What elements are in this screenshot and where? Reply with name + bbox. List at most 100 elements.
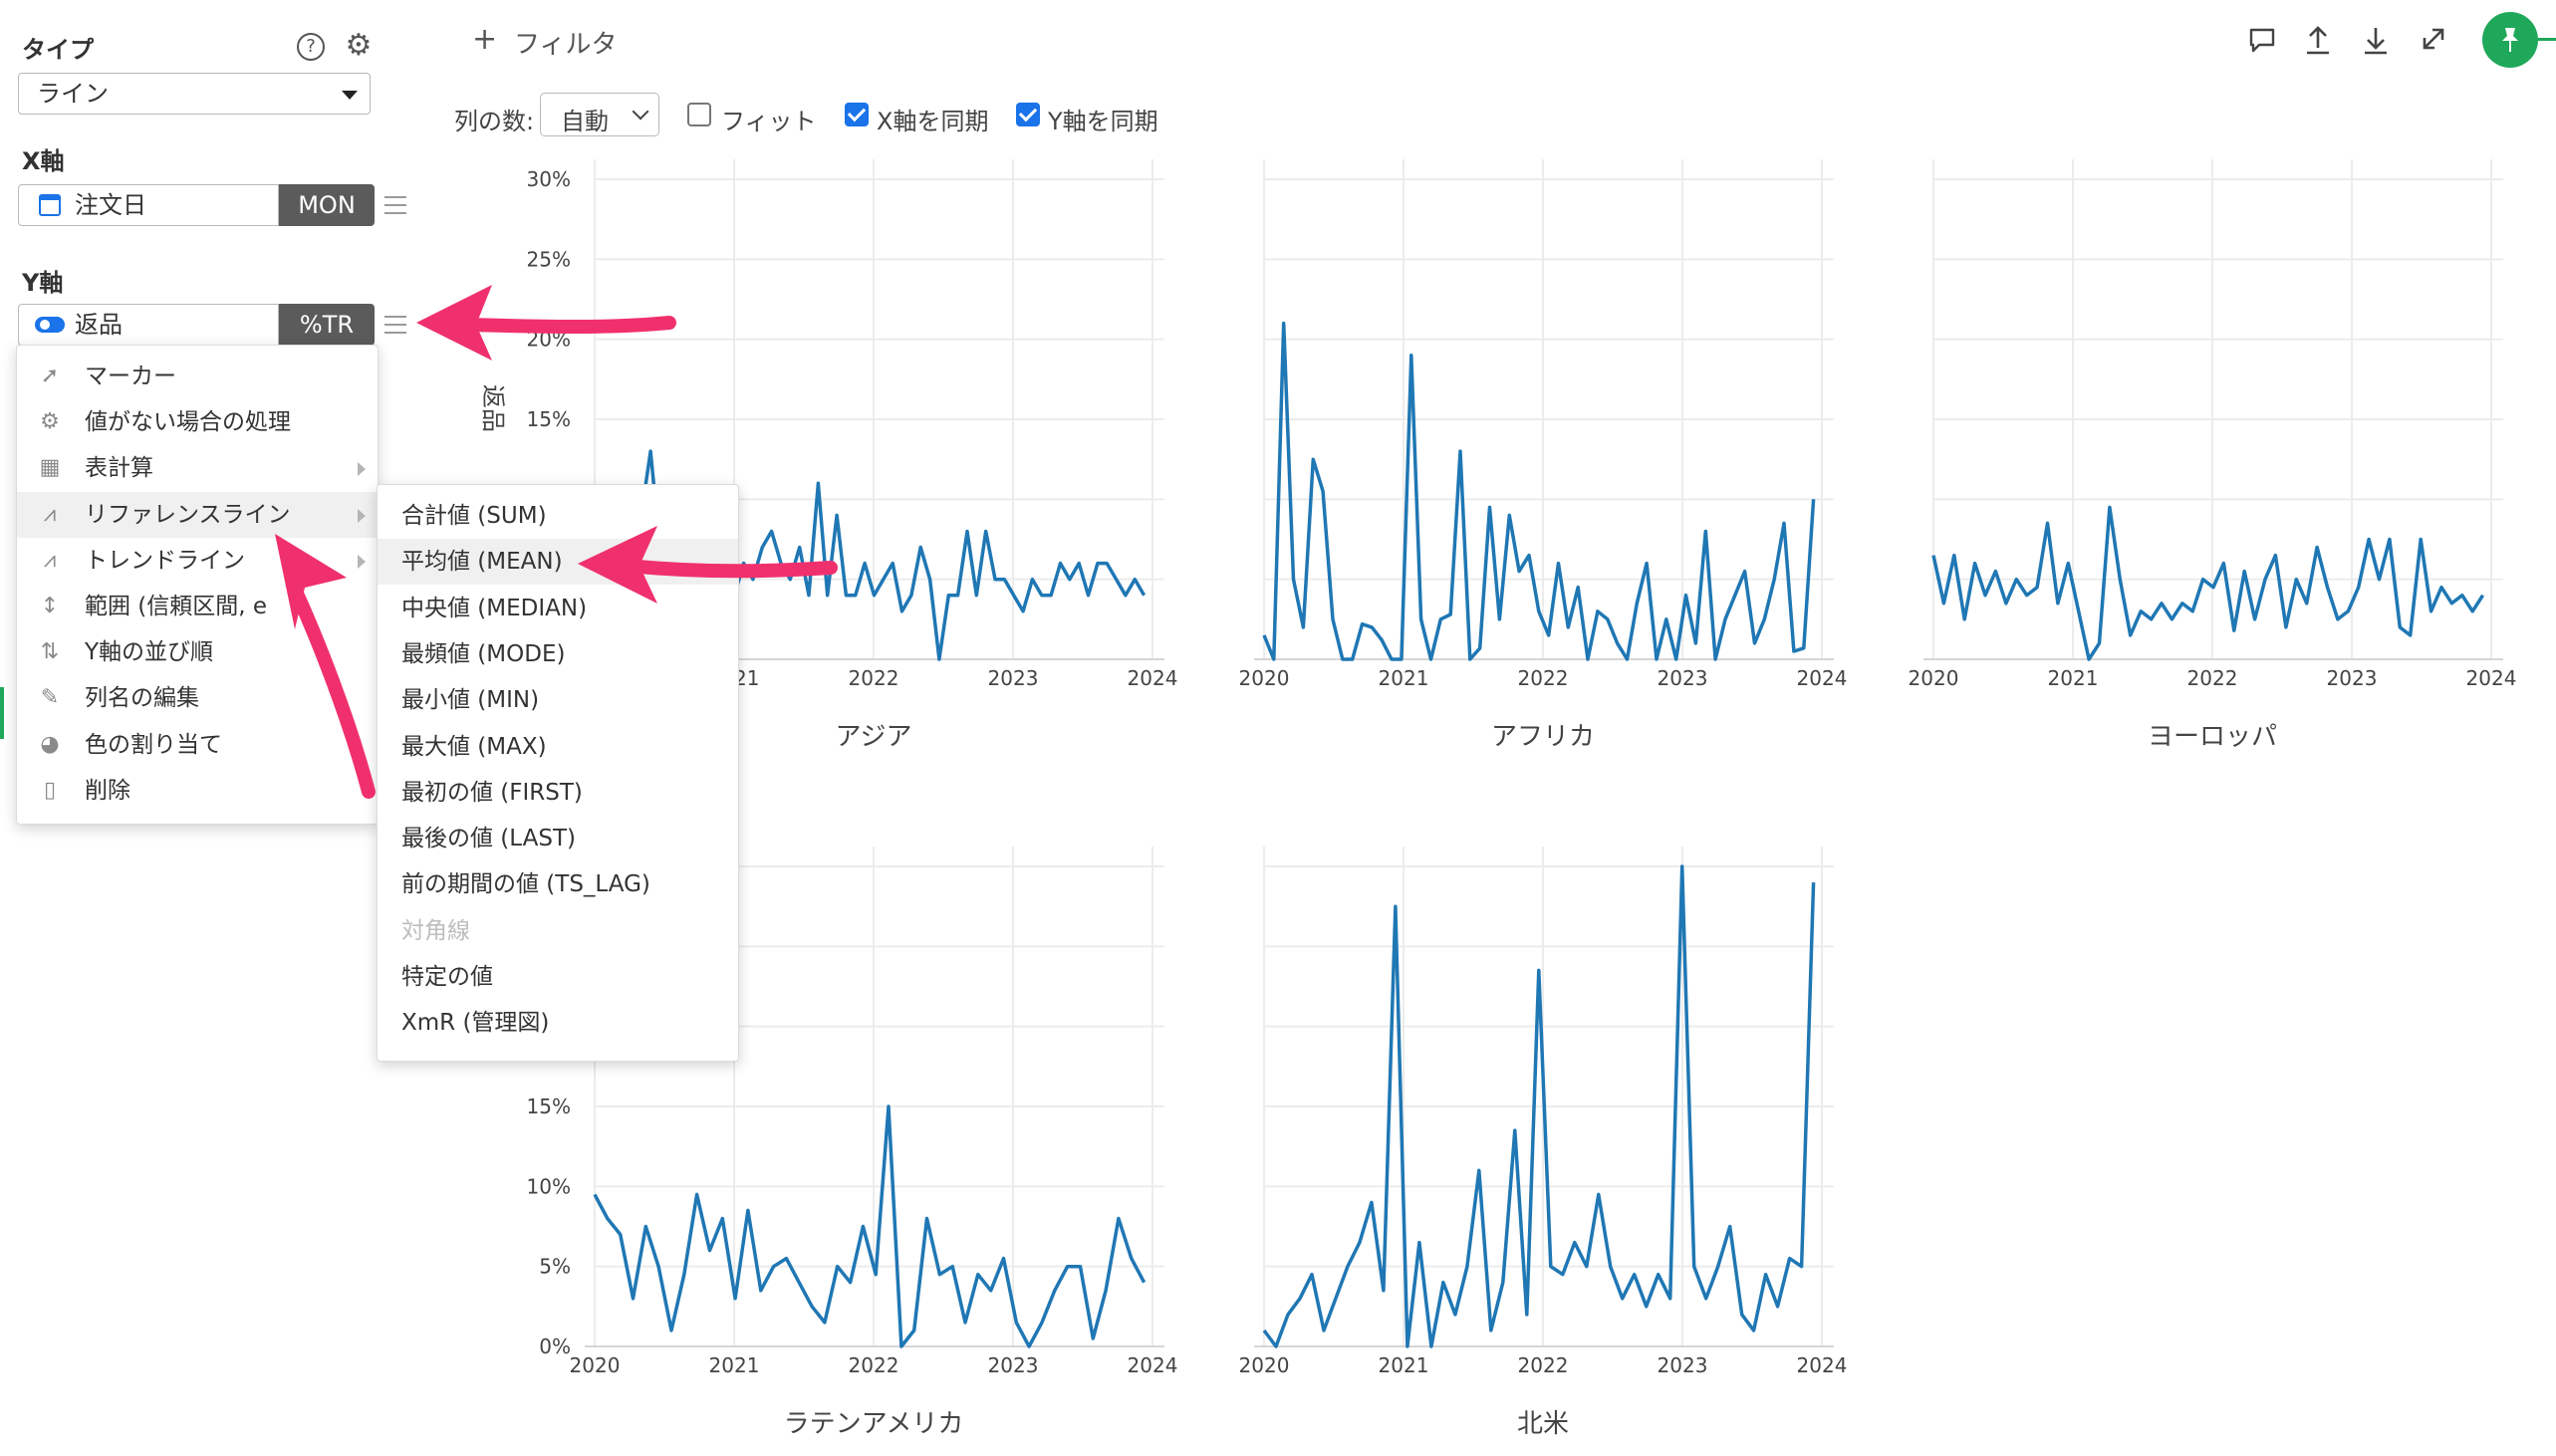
y-axis-field-name: 返品 [75, 311, 123, 339]
series-line [1931, 505, 2485, 661]
menu-item-label: 削除 [85, 777, 130, 804]
submenu-item[interactable]: XmR (管理図) [401, 1010, 550, 1037]
submenu-item[interactable]: 特定の値 [401, 964, 493, 990]
x-tick-label: 2023 [1658, 1353, 1708, 1377]
x-tick-label: 2023 [988, 666, 1039, 690]
menu-item[interactable]: ⚙ 値がない場合の処理 [17, 399, 378, 445]
x-axis-menu-icon[interactable] [384, 196, 406, 216]
submenu-item[interactable]: 最初の値 (FIRST) [401, 779, 583, 806]
submenu-item[interactable]: 最頻値 (MODE) [401, 640, 566, 667]
x-tick-label: 2024 [1797, 666, 1848, 690]
chart-panel: 2020 2021 2022 2023 2024 北米 [1239, 847, 1848, 1439]
menu-item-label: リファレンスライン [85, 501, 291, 528]
table-icon: ▦ [39, 455, 61, 481]
download-icon[interactable] [2361, 24, 2391, 56]
chart-title: アジア [836, 722, 912, 752]
y-axis-label: Y軸 [22, 269, 64, 297]
submenu-item[interactable]: 最後の値 (LAST) [401, 826, 576, 852]
gear-icon[interactable]: ⚙ [345, 28, 373, 63]
x-axis-label: X軸 [22, 147, 65, 175]
calendar-icon [39, 194, 61, 216]
chevron-down-icon [342, 91, 358, 100]
menu-item-label: 範囲 (信頼区間, e [85, 594, 268, 619]
chart-panel: 2020 2021 2022 2023 2024 ヨーロッパ [1909, 159, 2517, 752]
x-axis-field-pill[interactable]: 注文日 [18, 184, 279, 226]
menu-item-label: マーカー [85, 364, 176, 389]
plus-icon[interactable]: + [472, 22, 498, 57]
menu-item[interactable]: ⩘ リファレンスライン [17, 491, 378, 538]
chart-panel: 2020 2021 2022 2023 2024 アフリカ [1239, 159, 1848, 752]
submenu-item[interactable]: 最大値 (MAX) [401, 733, 547, 760]
sync-y-checkbox[interactable] [1016, 103, 1040, 126]
x-tick-label: 2020 [1239, 666, 1290, 690]
submenu-item[interactable]: 中央値 (MEDIAN) [401, 595, 588, 621]
expand-icon[interactable] [2419, 24, 2448, 54]
menu-item[interactable]: ✎ 列名の編集 [17, 675, 378, 721]
fit-checkbox[interactable] [687, 103, 711, 126]
menu-item[interactable]: ▦ 表計算 [17, 445, 378, 491]
comment-icon[interactable] [2247, 26, 2277, 53]
menu-item[interactable]: ◕ 色の割り当て [17, 722, 378, 768]
chart-title: アフリカ [1491, 722, 1595, 752]
x-tick-label: 2022 [1518, 1353, 1569, 1377]
chart-title: ラテンアメリカ [784, 1409, 964, 1439]
menu-item-label: 色の割り当て [85, 731, 222, 758]
chart-type-select[interactable]: ライン [18, 73, 371, 115]
submenu-item[interactable]: 最小値 (MIN) [401, 687, 540, 714]
y-tick-label: 15% [527, 407, 571, 431]
submenu-item[interactable]: 合計値 (SUM) [401, 503, 547, 529]
x-axis-field-name: 注文日 [75, 191, 146, 219]
columns-value: 自動 [561, 108, 609, 135]
chart-type-value: ライン [37, 80, 109, 108]
x-tick-label: 2021 [2048, 666, 2099, 690]
fit-label: フィット [721, 108, 817, 135]
x-tick-label: 2024 [1128, 1353, 1178, 1377]
x-tick-label: 2020 [570, 1353, 621, 1377]
trash-icon: ▯ [43, 777, 57, 803]
y-axis-aggregation[interactable]: %TR [279, 304, 375, 346]
filter-button[interactable]: フィルタ [514, 30, 618, 60]
x-tick-label: 2020 [1239, 1353, 1290, 1377]
y-tick-label: 10% [527, 1174, 571, 1198]
x-tick-label: 2024 [1797, 1353, 1848, 1377]
menu-item-label: トレンドライン [85, 547, 245, 574]
series-line [1262, 321, 1816, 661]
x-tick-label: 2023 [1658, 666, 1708, 690]
x-tick-label: 2021 [709, 1353, 760, 1377]
y-axis-title: 返品 [479, 384, 507, 432]
menu-item[interactable]: ➚ マーカー [17, 354, 378, 399]
y-tick-label: 20% [527, 328, 571, 352]
x-tick-label: 2022 [2187, 666, 2238, 690]
submenu-item[interactable]: 前の期間の値 (TS_LAG) [401, 871, 650, 898]
menu-item[interactable]: ↕ 範囲 (信頼区間, e [17, 584, 378, 629]
submenu-item[interactable]: 平均値 (MEAN) [378, 539, 738, 586]
menu-item[interactable]: ⩘ トレンドライン [17, 538, 378, 584]
help-icon[interactable]: ? [297, 33, 325, 61]
sync-x-label: X軸を同期 [877, 108, 989, 135]
edit-icon: ✎ [40, 685, 60, 711]
upload-icon[interactable] [2303, 24, 2333, 56]
x-axis-aggregation[interactable]: MON [279, 184, 375, 226]
toggle-icon [35, 317, 65, 333]
columns-select[interactable]: 自動 [540, 93, 659, 136]
x-tick-label: 2022 [1518, 666, 1569, 690]
y-axis-context-menu: ➚ マーカー ⚙ 値がない場合の処理 ▦ 表計算 ⩘ リファレンスライン ⩘ トレンドライン ↕ 範囲… [16, 345, 379, 825]
range-icon: ↕ [40, 594, 60, 618]
y-tick-label: 0% [539, 1335, 571, 1358]
chevron-right-icon [358, 508, 366, 523]
pin-button[interactable] [2482, 12, 2538, 68]
menu-item[interactable]: ⇅ Y軸の並び順 [17, 629, 378, 675]
reference-line-submenu: 合計値 (SUM) 平均値 (MEAN) 中央値 (MEDIAN) 最頻値 (MODE… [377, 484, 739, 1062]
x-tick-label: 2020 [1909, 666, 1959, 690]
x-tick-label: 2022 [849, 1353, 899, 1377]
chart-line-icon: ⩘ [43, 501, 57, 527]
y-tick-label: 15% [527, 1094, 571, 1118]
x-tick-label: 2024 [1128, 666, 1178, 690]
chart-panel: 2020 2021 2022 2023 2024 0% 5% 10% 15% ラテンアメリカ [527, 847, 1178, 1439]
sync-x-checkbox[interactable] [845, 103, 869, 126]
menu-item[interactable]: ▯ 削除 [17, 768, 378, 814]
chevron-right-icon [358, 554, 366, 569]
x-tick-label: 2024 [2466, 666, 2517, 690]
y-axis-menu-icon[interactable] [384, 316, 406, 336]
